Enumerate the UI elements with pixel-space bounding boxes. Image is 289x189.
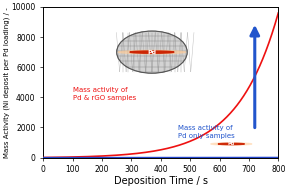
Text: Pd: Pd (228, 141, 235, 146)
Circle shape (218, 143, 244, 145)
FancyArrowPatch shape (251, 28, 259, 128)
X-axis label: Deposition Time / s: Deposition Time / s (114, 176, 208, 186)
Text: Pd: Pd (147, 50, 156, 55)
Text: Mass activity of
Pd & rGO samples: Mass activity of Pd & rGO samples (73, 87, 136, 101)
Y-axis label: Mass Activity (Ni deposit per Pd loading) / -: Mass Activity (Ni deposit per Pd loading… (3, 7, 10, 158)
Circle shape (130, 51, 174, 53)
Text: Mass activity of
Pd only samples: Mass activity of Pd only samples (178, 125, 235, 139)
Circle shape (118, 50, 186, 54)
Circle shape (211, 143, 252, 145)
Ellipse shape (117, 31, 187, 73)
